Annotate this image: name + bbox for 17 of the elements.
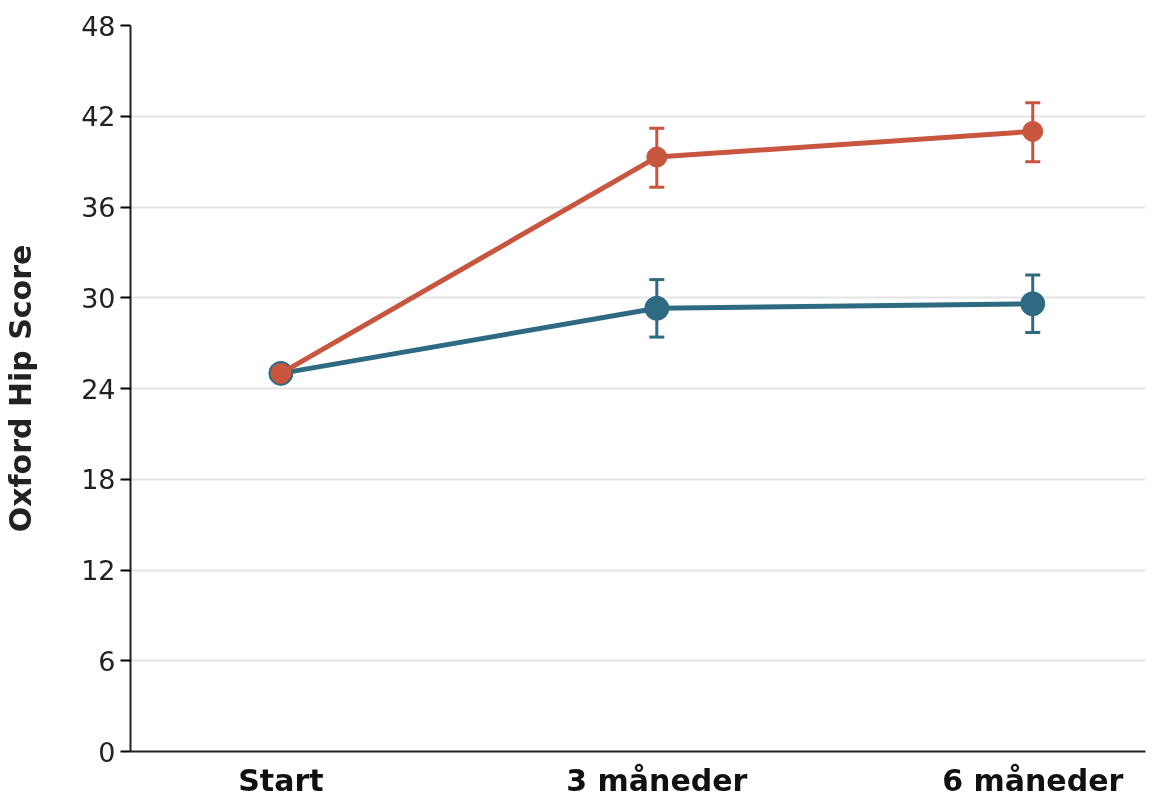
y-tick-label: 24 [81,373,116,405]
point [644,295,670,321]
y-tick-label: 42 [81,101,116,133]
point [1022,120,1044,142]
x-tick-label: 6 måneder [942,762,1124,798]
y-tick-label: 6 [98,645,116,677]
x-tick-label: 3 måneder [566,762,748,798]
y-axis-title: Oxford Hip Score [3,244,39,533]
y-tick-label: 36 [81,192,116,223]
y-tick-label: 30 [81,282,116,314]
y-tick-label: 0 [98,736,116,768]
x-tick-label: Start [238,762,324,798]
y-tick-label: 12 [81,555,116,586]
point [646,146,668,168]
point [1020,291,1046,317]
y-tick-label: 18 [81,464,116,496]
y-tick-label: 48 [81,10,116,42]
